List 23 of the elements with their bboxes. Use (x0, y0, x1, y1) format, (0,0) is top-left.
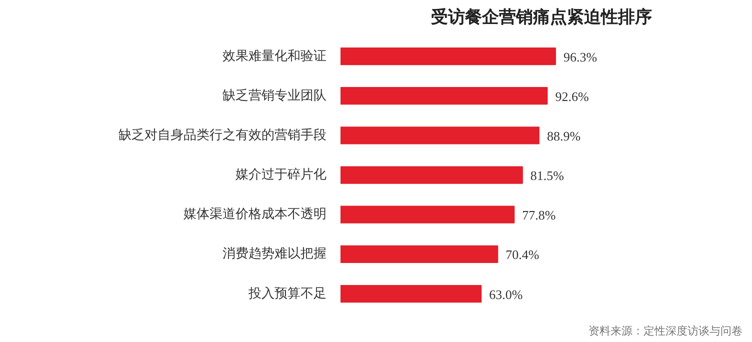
data-label: 70.4% (506, 247, 540, 262)
bar (340, 245, 498, 263)
bar (340, 206, 515, 224)
data-label: 96.3% (563, 49, 598, 64)
y-tick-label: 媒体渠道价格成本不透明 (184, 207, 326, 222)
bar (340, 126, 540, 144)
bar (340, 87, 548, 105)
data-label: 63.0% (489, 286, 523, 302)
chart-title: 受访餐企营销痛点紧迫性排序 (431, 8, 652, 28)
data-label: 92.6% (555, 88, 589, 104)
y-tick-label: 效果难量化和验证 (222, 48, 326, 64)
data-label: 88.9% (546, 128, 581, 144)
text: 资料来源：定性深度访谈与问卷 (588, 324, 742, 338)
data-label: 81.5% (530, 168, 564, 183)
y-tick-label: 投入预算不足 (248, 286, 326, 302)
y-tick-label: 缺乏对自身品类行之有效的营销手段 (118, 128, 326, 143)
y-tick-label: 消费趋势难以把握 (222, 246, 326, 262)
y-tick-label: 媒介过于碎片化 (236, 168, 326, 182)
bar (340, 166, 523, 184)
bar (340, 47, 556, 66)
bar (340, 284, 482, 303)
data-label: 77.8% (522, 208, 556, 223)
y-tick-label: 缺乏营销专业团队 (222, 88, 326, 104)
